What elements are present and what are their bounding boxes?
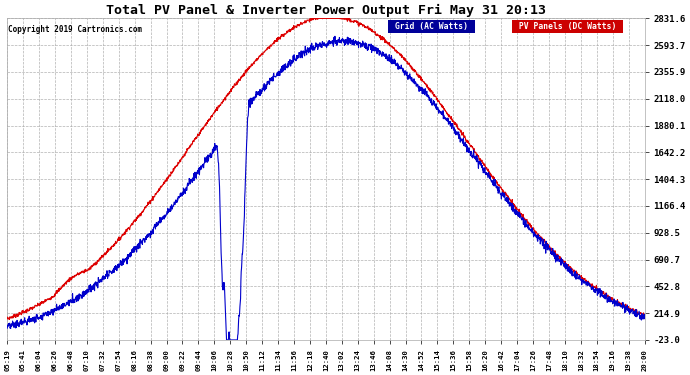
Text: Grid (AC Watts): Grid (AC Watts) xyxy=(390,22,473,31)
Text: PV Panels (DC Watts): PV Panels (DC Watts) xyxy=(514,22,621,31)
Title: Total PV Panel & Inverter Power Output Fri May 31 20:13: Total PV Panel & Inverter Power Output F… xyxy=(106,4,546,17)
Text: Copyright 2019 Cartronics.com: Copyright 2019 Cartronics.com xyxy=(8,25,143,34)
